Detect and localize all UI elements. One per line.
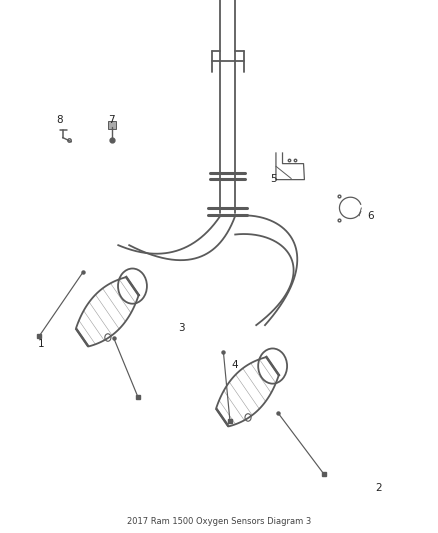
Text: 5: 5 (270, 174, 277, 183)
Text: 2: 2 (375, 483, 382, 492)
Text: 3: 3 (178, 323, 185, 333)
Text: 8: 8 (56, 115, 63, 125)
Text: 6: 6 (367, 211, 374, 221)
Text: 1: 1 (38, 339, 45, 349)
Text: 4: 4 (231, 360, 238, 370)
Text: 7: 7 (108, 115, 115, 125)
Text: 2017 Ram 1500 Oxygen Sensors Diagram 3: 2017 Ram 1500 Oxygen Sensors Diagram 3 (127, 517, 311, 526)
